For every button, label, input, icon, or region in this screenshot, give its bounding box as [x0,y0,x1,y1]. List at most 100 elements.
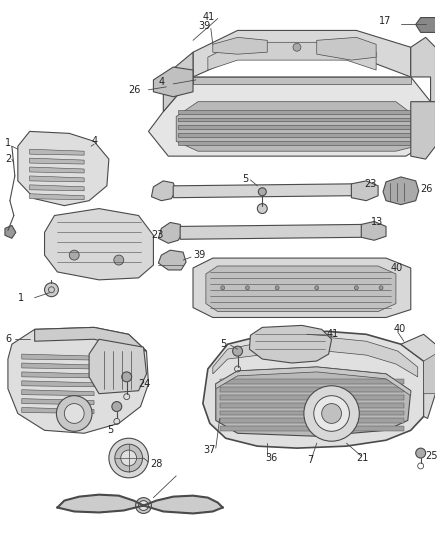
Text: 24: 24 [138,379,151,389]
Polygon shape [193,30,410,77]
Text: 17: 17 [378,15,391,26]
Circle shape [115,444,142,472]
Polygon shape [178,133,410,138]
Circle shape [138,500,148,511]
Polygon shape [193,77,410,84]
Circle shape [113,255,124,265]
Text: 2: 2 [5,154,11,164]
Circle shape [378,286,382,290]
Polygon shape [30,158,84,164]
Polygon shape [30,194,84,200]
Circle shape [44,283,58,297]
Circle shape [275,286,279,290]
Text: 7: 7 [306,455,312,465]
Text: 41: 41 [202,12,215,21]
Polygon shape [178,141,410,146]
Polygon shape [143,496,222,513]
Circle shape [135,498,151,513]
Polygon shape [44,208,153,280]
Text: 36: 36 [265,453,277,463]
Polygon shape [178,118,410,122]
Text: 26: 26 [128,85,141,95]
Text: 39: 39 [193,250,205,260]
Polygon shape [202,332,427,448]
Circle shape [232,346,242,356]
Polygon shape [400,334,434,418]
Polygon shape [153,67,193,97]
Polygon shape [18,132,109,206]
Text: 41: 41 [326,329,338,340]
Polygon shape [151,181,176,201]
Polygon shape [423,354,434,394]
Polygon shape [30,185,84,191]
Polygon shape [316,37,375,60]
Polygon shape [22,372,94,378]
Circle shape [220,286,224,290]
Circle shape [258,188,266,196]
Text: 4: 4 [158,77,164,87]
Text: 4: 4 [91,136,97,146]
Text: 13: 13 [371,217,382,228]
Polygon shape [8,327,148,433]
Polygon shape [158,250,186,270]
Polygon shape [22,381,94,387]
Circle shape [257,204,267,214]
Polygon shape [249,325,331,363]
Polygon shape [219,426,403,431]
Circle shape [245,286,249,290]
Text: 5: 5 [242,174,248,184]
Text: 28: 28 [150,459,162,469]
Polygon shape [215,367,410,395]
Polygon shape [30,149,84,155]
Polygon shape [219,387,403,392]
Polygon shape [173,184,353,198]
Polygon shape [350,181,377,201]
Polygon shape [30,176,84,182]
Polygon shape [30,167,84,173]
Polygon shape [215,367,410,436]
Text: 26: 26 [420,184,432,194]
Polygon shape [415,18,438,33]
Text: 25: 25 [425,451,437,461]
Text: 1: 1 [5,138,11,148]
Polygon shape [22,354,94,360]
Text: 1: 1 [18,293,24,303]
Polygon shape [410,102,434,159]
Text: 37: 37 [202,445,215,455]
Circle shape [64,403,84,423]
Polygon shape [22,390,94,395]
Text: 40: 40 [393,325,405,334]
Polygon shape [5,225,16,238]
Circle shape [292,43,300,51]
Polygon shape [148,77,430,156]
Circle shape [112,401,121,411]
Text: 23: 23 [151,230,163,240]
Polygon shape [219,402,403,408]
Text: 40: 40 [390,263,403,273]
Polygon shape [180,224,364,239]
Circle shape [303,386,358,441]
Polygon shape [219,410,403,415]
Polygon shape [219,418,403,423]
Polygon shape [22,408,94,414]
Polygon shape [219,394,403,400]
Circle shape [109,438,148,478]
Polygon shape [35,327,146,351]
Polygon shape [382,177,418,205]
Text: 5: 5 [107,425,113,435]
Polygon shape [158,222,183,243]
Polygon shape [176,102,415,151]
Circle shape [120,450,136,466]
Polygon shape [212,337,417,377]
Polygon shape [205,266,395,311]
Polygon shape [360,222,385,240]
Polygon shape [207,42,375,70]
Text: 39: 39 [198,21,210,31]
Polygon shape [410,37,434,102]
Circle shape [353,286,357,290]
Polygon shape [89,339,146,394]
Circle shape [314,286,318,290]
Circle shape [57,395,92,431]
Polygon shape [219,379,403,384]
Text: 5: 5 [219,339,226,349]
